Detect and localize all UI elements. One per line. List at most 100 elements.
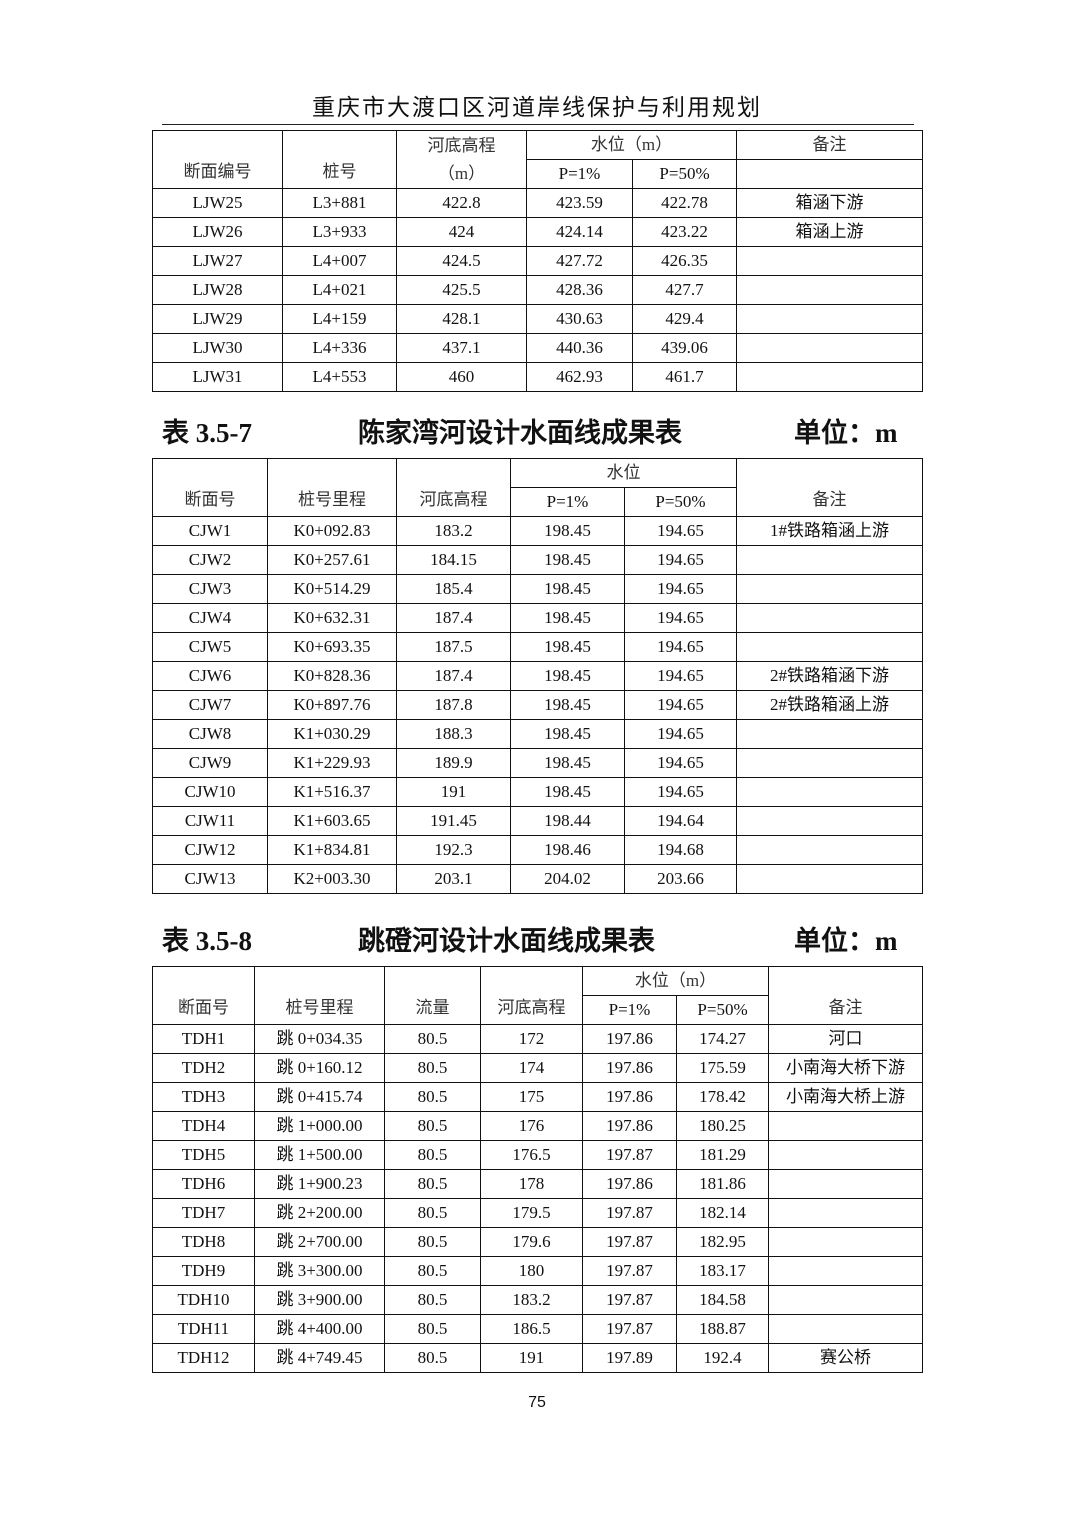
table-row: LJW28 L4+021 425.5 428.36 427.7 bbox=[152, 275, 924, 305]
col-header-stake: 桩号 bbox=[282, 130, 397, 189]
table-cell: 跳 2+200.00 bbox=[254, 1198, 385, 1228]
table-cell: TDH2 bbox=[152, 1053, 255, 1083]
caption-title: 跳磴河设计水面线成果表 bbox=[358, 926, 655, 956]
table-cell: 198.45 bbox=[510, 690, 625, 720]
table-cell: 191.45 bbox=[396, 806, 511, 836]
table-cell: TDH7 bbox=[152, 1198, 255, 1228]
table-cell: 179.5 bbox=[480, 1198, 583, 1228]
table-cell: K2+003.30 bbox=[267, 864, 397, 894]
col-header-bed: 河底高程 bbox=[396, 458, 511, 517]
table-cell: 2#铁路箱涵上游 bbox=[736, 690, 923, 720]
table-cell: 189.9 bbox=[396, 748, 511, 778]
table-cell bbox=[736, 333, 924, 363]
col-header-id: 断面号 bbox=[152, 458, 268, 517]
table-cell: 198.45 bbox=[510, 545, 625, 575]
col-header-p1: P=1% bbox=[582, 995, 677, 1025]
table-row: CJW13 K2+003.30 203.1 204.02 203.66 bbox=[152, 864, 923, 894]
table-cell: 80.5 bbox=[384, 1111, 481, 1141]
table-cell: 197.89 bbox=[582, 1343, 677, 1373]
table-cell: 192.3 bbox=[396, 835, 511, 865]
table-cell: 426.35 bbox=[631, 246, 738, 276]
table-cell: 204.02 bbox=[510, 864, 625, 894]
table-cell: 181.86 bbox=[675, 1169, 770, 1199]
table-cell: CJW2 bbox=[152, 545, 268, 575]
table-row: TDH10 跳 3+900.00 80.5 183.2 197.87 184.58 bbox=[152, 1285, 924, 1315]
table-cell: 179.6 bbox=[480, 1227, 583, 1257]
table-cell: 197.87 bbox=[582, 1256, 677, 1286]
table-cell: 203.66 bbox=[624, 864, 737, 894]
table-cell bbox=[768, 1256, 924, 1286]
table-cell: LJW27 bbox=[152, 246, 283, 276]
table-row: TDH5 跳 1+500.00 80.5 176.5 197.87 181.29 bbox=[152, 1140, 924, 1170]
table-row: TDH3 跳 0+415.74 80.5 175 197.86 178.42 小南海大桥上游 bbox=[152, 1082, 924, 1112]
table-cell bbox=[736, 748, 923, 778]
table-row: TDH12 跳 4+749.45 80.5 191 197.89 192.4 赛公桥 bbox=[152, 1343, 924, 1373]
table-cell: 80.5 bbox=[384, 1285, 481, 1315]
table-cell: 80.5 bbox=[384, 1169, 481, 1199]
table-cell bbox=[768, 1111, 924, 1141]
header-rule bbox=[162, 124, 914, 125]
table-cell: 80.5 bbox=[384, 1024, 481, 1054]
table-row: CJW1 K0+092.83 183.2 198.45 194.65 1#铁路箱涵上游 bbox=[152, 516, 923, 546]
table-cell: CJW7 bbox=[152, 690, 268, 720]
table-cell: CJW13 bbox=[152, 864, 268, 894]
table-cell: LJW25 bbox=[152, 188, 283, 218]
col-header-bed: 河底高程 （m） bbox=[396, 130, 527, 189]
table-cell: 183.2 bbox=[480, 1285, 583, 1315]
table-cell: K0+092.83 bbox=[267, 516, 397, 546]
table-cell: K0+897.76 bbox=[267, 690, 397, 720]
table-cell: 429.4 bbox=[631, 304, 738, 334]
table-cell: 小南海大桥下游 bbox=[768, 1053, 924, 1083]
table-cell: TDH9 bbox=[152, 1256, 255, 1286]
table-row: TDH9 跳 3+300.00 80.5 180 197.87 183.17 bbox=[152, 1256, 924, 1286]
table-cell bbox=[736, 719, 923, 749]
table-row: LJW31 L4+553 460 462.93 461.7 bbox=[152, 362, 924, 392]
table-cell: 197.86 bbox=[582, 1053, 677, 1083]
table-cell: 194.65 bbox=[624, 545, 737, 575]
table-cell: 182.14 bbox=[675, 1198, 770, 1228]
table-cell: TDH5 bbox=[152, 1140, 255, 1170]
table-row: LJW25 L3+881 422.8 423.59 422.78 箱涵下游 bbox=[152, 188, 924, 218]
table-tiaodeng-water-surface: 断面号 桩号里程 流量 河底高程 水位（m） 备注 P=1% P=50% TDH… bbox=[152, 966, 924, 1373]
table-cell: 191 bbox=[396, 777, 511, 807]
table-row: TDH2 跳 0+160.12 80.5 174 197.86 175.59 小南海大桥下游 bbox=[152, 1053, 924, 1083]
table-lijiawan-water-surface: 断面编号 桩号 河底高程 （m） 水位（m） 备注 P=1% P=50% LJW2… bbox=[152, 130, 924, 392]
table-cell bbox=[736, 304, 924, 334]
caption-unit: 单位：m bbox=[794, 926, 898, 956]
table-row: TDH4 跳 1+000.00 80.5 176 197.86 180.25 bbox=[152, 1111, 924, 1141]
table-cell: 460 bbox=[396, 362, 527, 392]
table-cell: CJW11 bbox=[152, 806, 268, 836]
table-row: CJW4 K0+632.31 187.4 198.45 194.65 bbox=[152, 603, 923, 633]
table-row: TDH11 跳 4+400.00 80.5 186.5 197.87 188.87 bbox=[152, 1314, 924, 1344]
table-cell: 194.65 bbox=[624, 603, 737, 633]
table-cell: 427.72 bbox=[526, 246, 633, 276]
table-cell: 198.45 bbox=[510, 777, 625, 807]
table-cell: K0+828.36 bbox=[267, 661, 397, 691]
table-cell: 80.5 bbox=[384, 1314, 481, 1344]
table-cell bbox=[736, 545, 923, 575]
page-number: 75 bbox=[528, 1394, 546, 1411]
table-cell: TDH8 bbox=[152, 1227, 255, 1257]
table-cell bbox=[736, 835, 923, 865]
table-cell: 187.5 bbox=[396, 632, 511, 662]
table-cell: 197.87 bbox=[582, 1285, 677, 1315]
table-row: CJW7 K0+897.76 187.8 198.45 194.65 2#铁路箱涵上游 bbox=[152, 690, 923, 720]
table-cell: 439.06 bbox=[631, 333, 738, 363]
table-row: CJW10 K1+516.37 191 198.45 194.65 bbox=[152, 777, 923, 807]
table-cell: 188.87 bbox=[675, 1314, 770, 1344]
table-cell bbox=[736, 574, 923, 604]
table-cell: 80.5 bbox=[384, 1198, 481, 1228]
table-cell: 80.5 bbox=[384, 1343, 481, 1373]
table-cell: 197.87 bbox=[582, 1314, 677, 1344]
table-cell bbox=[768, 1314, 924, 1344]
table-cell: 箱涵上游 bbox=[736, 217, 924, 247]
table-cell: TDH11 bbox=[152, 1314, 255, 1344]
col-header-p50: P=50% bbox=[675, 995, 770, 1025]
table-cell: 194.64 bbox=[624, 806, 737, 836]
caption-number: 表 3.5-7 bbox=[162, 418, 252, 448]
table-cell: 198.46 bbox=[510, 835, 625, 865]
table-cell: 198.45 bbox=[510, 574, 625, 604]
table-cell bbox=[768, 1285, 924, 1315]
table-cell: TDH1 bbox=[152, 1024, 255, 1054]
table-cell: 186.5 bbox=[480, 1314, 583, 1344]
